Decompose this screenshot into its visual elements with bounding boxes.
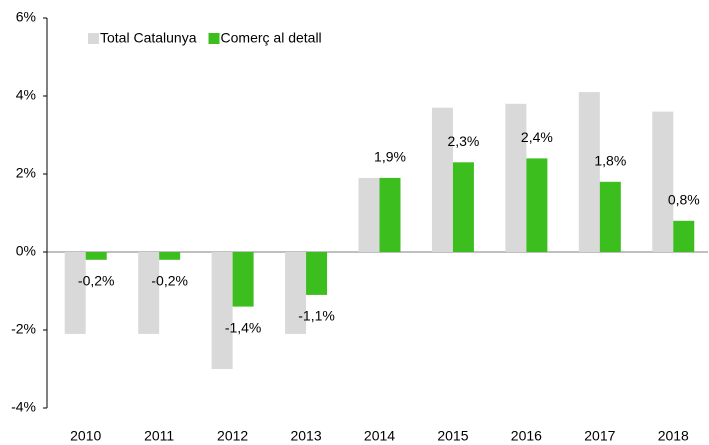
bar [285, 252, 307, 334]
x-tick-label: 2016 [511, 428, 542, 444]
data-label: 1,8% [594, 153, 626, 169]
bar [358, 177, 380, 252]
legend-label: Comerç al detall [221, 30, 322, 46]
bar [599, 181, 621, 252]
bar [431, 107, 453, 252]
x-tick-label: 2013 [290, 428, 321, 444]
data-label: 0,8% [668, 192, 700, 208]
bar [526, 158, 548, 252]
bar [578, 92, 600, 252]
x-tick-label: 2018 [658, 428, 689, 444]
data-label: -0,2% [78, 273, 115, 289]
bar [379, 177, 401, 252]
y-tick-label: -2% [11, 321, 36, 337]
bar [159, 252, 181, 260]
bar [505, 103, 527, 252]
y-tick-label: 6% [16, 9, 36, 25]
data-label: 2,3% [447, 133, 479, 149]
x-tick-label: 2010 [70, 428, 101, 444]
data-label: 2,4% [521, 129, 553, 145]
y-tick-label: 2% [16, 165, 36, 181]
bar [211, 252, 233, 369]
bar [64, 252, 86, 334]
data-label: 1,9% [374, 149, 406, 165]
x-tick-label: 2017 [584, 428, 615, 444]
y-tick-label: -4% [11, 399, 36, 415]
x-tick-label: 2015 [437, 428, 468, 444]
bar [652, 111, 674, 252]
data-label: -1,1% [298, 308, 335, 324]
legend-swatch [88, 33, 99, 44]
x-tick-label: 2012 [217, 428, 248, 444]
bar [232, 252, 254, 307]
x-tick-label: 2014 [364, 428, 395, 444]
bar [673, 220, 695, 252]
y-tick-label: 0% [16, 243, 36, 259]
bar [452, 162, 474, 252]
bar [138, 252, 160, 334]
x-tick-label: 2011 [144, 428, 174, 444]
bar [306, 252, 328, 295]
legend-label: Total Catalunya [100, 30, 197, 46]
bar [85, 252, 107, 260]
data-label: -0,2% [151, 273, 188, 289]
y-tick-label: 4% [16, 87, 36, 103]
data-label: -1,4% [225, 319, 262, 335]
legend-swatch [208, 33, 220, 44]
